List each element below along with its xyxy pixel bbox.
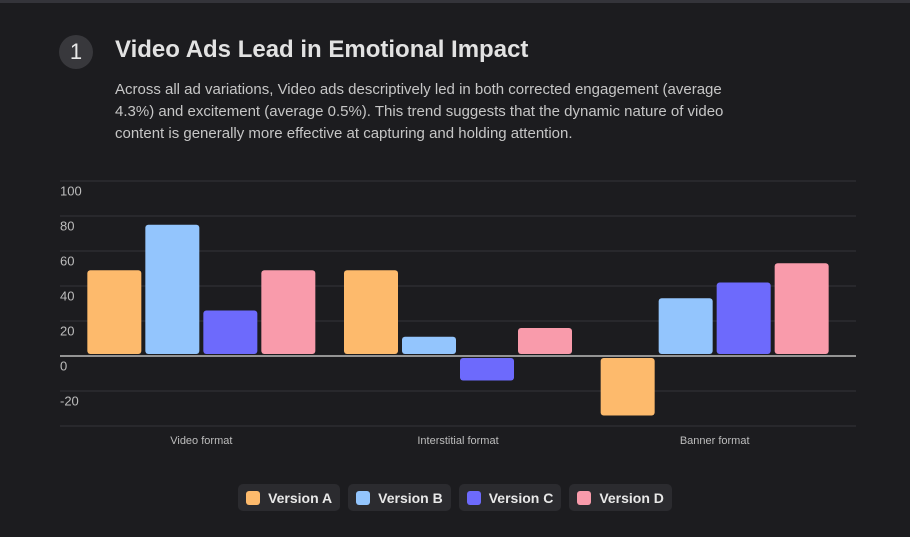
bar xyxy=(402,336,456,354)
y-tick-label: 100 xyxy=(60,183,82,198)
bar xyxy=(600,358,655,416)
bar xyxy=(344,270,398,354)
legend-item[interactable]: Version A xyxy=(238,484,341,511)
bar xyxy=(203,310,258,354)
bar xyxy=(774,263,829,354)
top-border xyxy=(0,0,910,3)
bar xyxy=(87,270,142,354)
section-text: Across all ad variations, Video ads desc… xyxy=(115,81,724,142)
bar xyxy=(261,270,316,354)
legend-label: Version C xyxy=(488,489,554,506)
y-tick-label: 0 xyxy=(60,358,67,373)
bar xyxy=(460,358,514,381)
chart: -20 0 20 40 60 80 100 Video format Interstitial … xyxy=(60,180,856,447)
legend-item[interactable]: Version C xyxy=(458,484,562,511)
bar xyxy=(518,328,572,354)
legend-item[interactable]: Version B xyxy=(348,484,451,511)
legend-swatch xyxy=(466,490,481,505)
section-title: Video Ads Lead in Emotional Impact xyxy=(115,36,529,63)
section-number: 1 xyxy=(59,35,93,69)
y-tick-label: 20 xyxy=(60,323,74,338)
bar xyxy=(716,282,771,354)
y-tick-label: 40 xyxy=(60,288,74,303)
legend-label: Version B xyxy=(378,489,443,506)
bar xyxy=(658,298,713,354)
legend: Version A Version B Version C Version D xyxy=(0,484,910,511)
y-tick-label: -20 xyxy=(60,393,79,408)
x-tick-label: Video format xyxy=(170,435,232,447)
legend-swatch xyxy=(577,490,592,505)
legend-swatch xyxy=(356,490,371,505)
legend-item[interactable]: Version D xyxy=(569,484,672,511)
legend-label: Version D xyxy=(599,489,664,506)
legend-label: Version A xyxy=(268,489,333,506)
legend-swatch xyxy=(246,490,261,505)
y-tick-label: 80 xyxy=(60,218,74,233)
x-tick-label: Banner format xyxy=(680,435,750,447)
y-tick-label: 60 xyxy=(60,253,74,268)
bar xyxy=(145,224,200,354)
x-tick-label: Interstitial format xyxy=(417,435,498,447)
